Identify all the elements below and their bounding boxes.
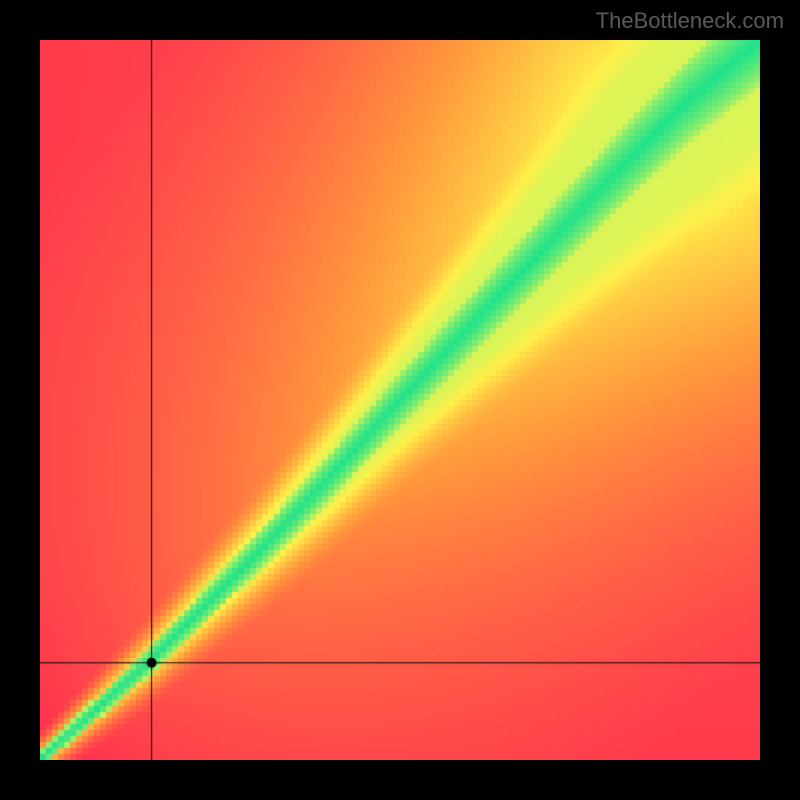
plot-area [40,40,760,760]
watermark-text: TheBottleneck.com [596,8,784,34]
heatmap-canvas [40,40,760,760]
figure-container: TheBottleneck.com [0,0,800,800]
